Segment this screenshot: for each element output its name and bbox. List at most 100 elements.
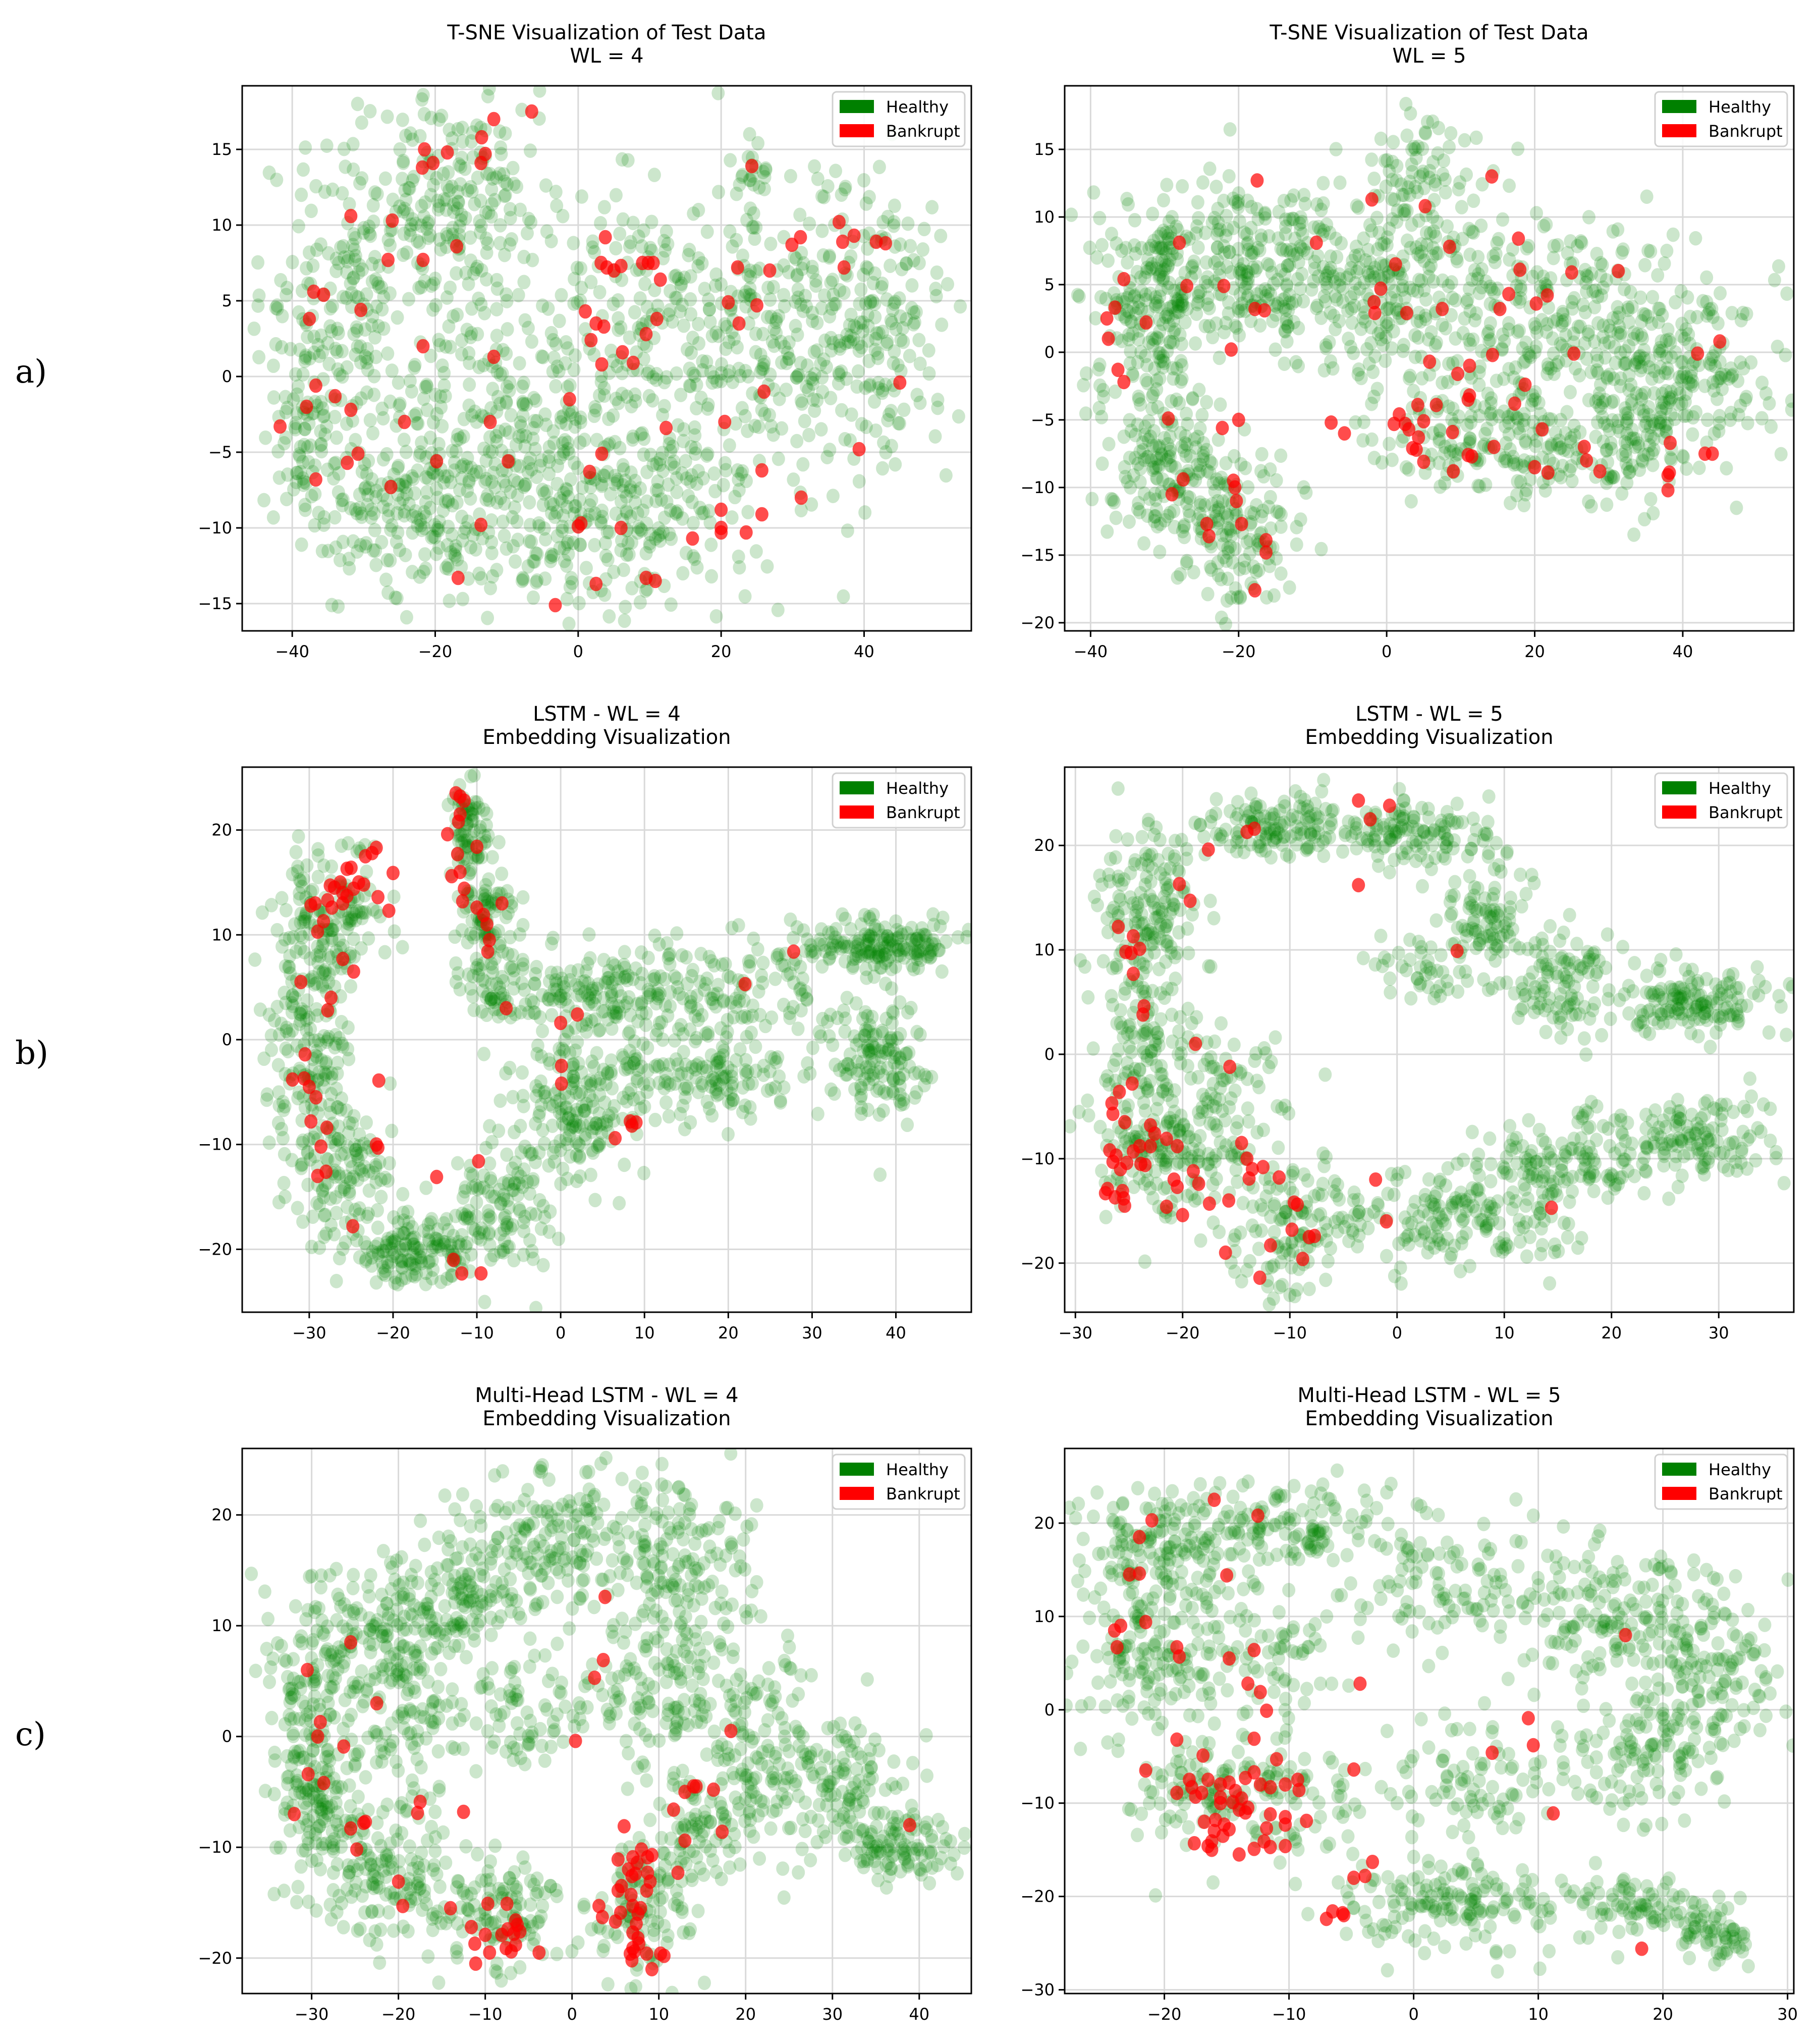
chart-title-line: T-SNE Visualization of Test Data [1269,21,1588,44]
x-tick-label: 20 [1524,642,1545,661]
x-tick-label: −10 [460,1323,494,1342]
y-tick-label: −5 [1031,410,1055,429]
legend-label-bankrupt: Bankrupt [886,803,960,822]
y-tick-label: 0 [222,1727,232,1746]
y-tick-label: −20 [198,1240,232,1259]
x-tick-label: 40 [886,1323,906,1342]
x-tick-label: 10 [1528,2005,1549,2024]
chart-title-line: WL = 4 [570,44,643,68]
y-tick-label: 20 [211,821,232,840]
y-tick-label: 10 [1034,1607,1055,1626]
y-tick-label: −15 [1020,546,1055,565]
legend-label-bankrupt: Bankrupt [1709,1484,1783,1503]
legend-label-bankrupt: Bankrupt [1709,803,1783,822]
x-tick-label: 30 [1709,1323,1729,1342]
x-tick-label: −20 [381,2005,416,2024]
x-tick-label: 40 [909,2005,929,2024]
y-tick-label: 5 [222,291,232,310]
legend-label-healthy: Healthy [886,97,949,117]
y-tick-label: 20 [1034,836,1055,855]
x-tick-label: 0 [1382,642,1392,661]
x-tick-label: 0 [1392,1323,1402,1342]
chart-title-line: Embedding Visualization [1305,726,1553,749]
legend-label-healthy: Healthy [1709,97,1771,117]
legend-label-bankrupt: Bankrupt [886,1484,960,1503]
x-tick-label: 0 [573,642,583,661]
x-tick-label: 20 [735,2005,756,2024]
y-tick-label: 15 [1034,140,1055,159]
legend-swatch-healthy [1662,100,1696,113]
x-tick-label: −20 [376,1323,410,1342]
y-tick-label: −5 [208,443,232,462]
y-tick-label: −10 [198,518,232,537]
x-tick-label: 10 [1494,1323,1515,1342]
y-tick-label: 0 [1044,1045,1055,1064]
y-tick-label: 0 [1044,343,1055,362]
y-tick-label: −10 [198,1135,232,1154]
y-tick-label: 10 [1034,207,1055,227]
y-tick-label: 15 [211,140,232,159]
x-tick-label: 0 [1408,2005,1418,2024]
legend-swatch-healthy [840,781,874,794]
y-tick-label: −10 [1020,478,1055,497]
row-label-a: a) [15,353,47,391]
y-tick-label: 10 [211,925,232,944]
chart-title-line: Multi-Head LSTM - WL = 4 [475,1384,738,1407]
legend-label-healthy: Healthy [1709,779,1771,798]
x-tick-label: −20 [1166,1323,1200,1342]
chart-title-line: Embedding Visualization [482,726,731,749]
x-tick-label: −30 [292,1323,326,1342]
x-tick-label: −30 [295,2005,329,2024]
y-tick-label: −15 [198,594,232,613]
y-tick-label: 0 [222,367,232,386]
x-tick-label: 40 [854,642,874,661]
scatter-points [1065,97,1798,631]
scatter-points [248,768,975,1315]
scatter-points [248,81,967,631]
y-tick-label: −20 [1020,1887,1055,1906]
scatter-points [245,1446,971,2001]
x-tick-label: −40 [275,642,309,661]
legend-label-bankrupt: Bankrupt [886,122,960,141]
y-tick-label: 5 [1044,275,1055,294]
x-tick-label: 20 [711,642,732,661]
chart-title-line: LSTM - WL = 5 [1355,703,1503,726]
x-tick-label: 20 [1653,2005,1673,2024]
x-tick-label: 20 [1601,1323,1622,1342]
chart-title-line: WL = 5 [1392,44,1466,68]
legend: Healthy Bankrupt [833,92,965,146]
x-tick-label: 30 [1777,2005,1798,2024]
x-tick-label: 0 [556,1323,566,1342]
x-tick-label: 20 [718,1323,739,1342]
legend-swatch-bankrupt [1662,805,1696,819]
x-tick-label: −10 [1272,2005,1306,2024]
x-tick-label: 10 [634,1323,655,1342]
y-tick-label: 20 [211,1505,232,1525]
legend-swatch-bankrupt [1662,124,1696,137]
y-tick-label: 0 [222,1030,232,1049]
legend-swatch-bankrupt [840,1487,874,1500]
y-tick-label: −10 [198,1838,232,1857]
legend-swatch-healthy [840,1463,874,1476]
scatter-points [1060,1464,1799,1979]
y-tick-label: −20 [198,1949,232,1968]
x-tick-label: −40 [1074,642,1108,661]
row-label-c: c) [15,1716,46,1753]
x-tick-label: 30 [802,1323,822,1342]
y-tick-label: −30 [1020,1980,1055,2000]
y-tick-label: 10 [1034,940,1055,959]
